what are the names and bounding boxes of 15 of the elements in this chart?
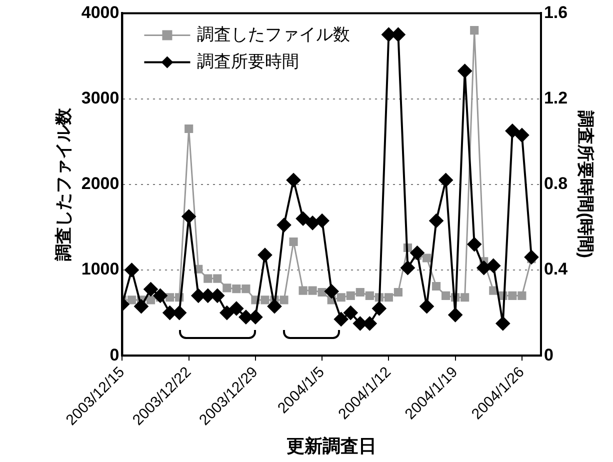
- y-tick-label: 4000: [81, 2, 120, 22]
- x-axis-title: 更新調査日: [286, 436, 377, 456]
- y-tick-label: 3000: [81, 88, 120, 108]
- y2-tick-label: 0.4: [544, 260, 568, 279]
- y-tick-label: 2000: [81, 174, 120, 194]
- y2-axis-title: 調査所要時間(時間): [576, 110, 596, 258]
- y-axis-title: 調査したファイル数: [54, 106, 73, 261]
- y2-tick-label: 1.6: [544, 2, 568, 22]
- y2-tick-label: 1.2: [544, 88, 568, 108]
- y2-tick-label: 0.8: [544, 174, 568, 194]
- y-tick-label: 0: [110, 345, 120, 364]
- legend-label: 調査したファイル数: [197, 24, 350, 44]
- y2-tick-label: 0: [544, 345, 554, 364]
- y-tick-label: 1000: [81, 260, 120, 279]
- legend-label: 調査所要時間: [197, 52, 300, 71]
